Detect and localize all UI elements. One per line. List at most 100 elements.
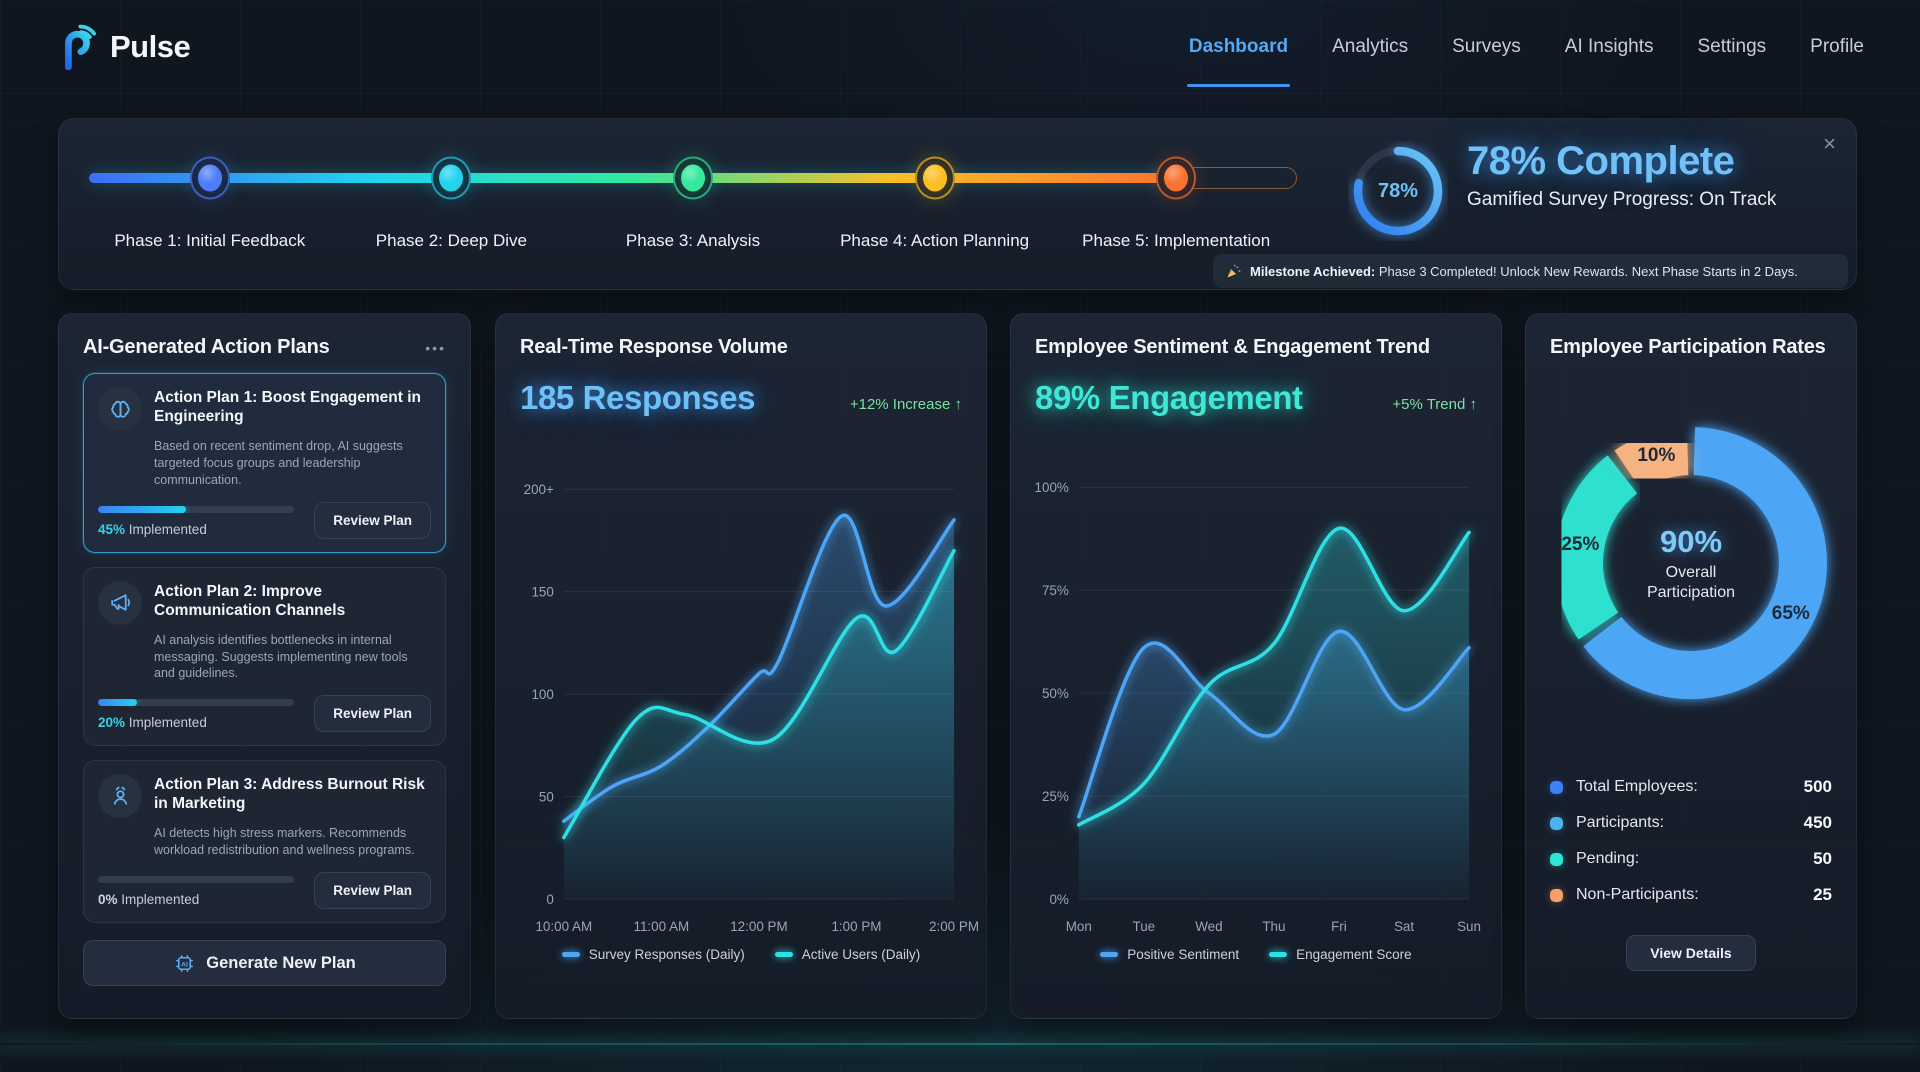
stat-row: Participants: 450 xyxy=(1550,805,1832,841)
card-title-action-plans: AI-Generated Action Plans xyxy=(83,336,330,358)
stat-value: 25 xyxy=(1813,885,1832,904)
nav-item-profile[interactable]: Profile xyxy=(1810,35,1864,57)
plan-description: AI analysis identifies bottlenecks in in… xyxy=(154,632,408,681)
progress-ring-value: 78% xyxy=(1377,179,1419,202)
phase-dot xyxy=(1156,156,1197,200)
legend-label: Positive Sentiment xyxy=(1127,946,1240,962)
progress-ring: 78% xyxy=(1348,141,1448,241)
phase-label: Phase 1: Initial Feedback xyxy=(114,231,306,250)
card-title-response-volume: Real-Time Response Volume xyxy=(520,336,788,358)
nav-item-settings[interactable]: Settings xyxy=(1697,35,1767,57)
svg-text:Thu: Thu xyxy=(1262,919,1285,934)
legend-item: Positive Sentiment xyxy=(1100,947,1239,962)
svg-text:100%: 100% xyxy=(1035,480,1069,495)
stat-value: 50 xyxy=(1813,849,1832,868)
more-options-icon[interactable]: ••• xyxy=(425,339,446,356)
responses-delta: +12% Increase ↑ xyxy=(849,396,962,413)
svg-text:0: 0 xyxy=(546,892,553,907)
progress-title: 78% Complete xyxy=(1467,139,1735,183)
stat-label: Non-Participants: xyxy=(1576,886,1699,903)
plan-progress-bar xyxy=(98,699,295,707)
engagement-delta: +5% Trend ↑ xyxy=(1392,396,1477,413)
top-nav-bar: Pulse Dashboard Analytics Surveys AI Insigh… xyxy=(0,0,1920,94)
plan-implemented-label: 20% Implemented xyxy=(98,715,207,731)
action-plan-item: Action Plan 3: Address Burnout Risk in M… xyxy=(83,760,446,923)
svg-text:Tue: Tue xyxy=(1132,919,1155,934)
participation-donut: 90% Overall Participation 65% 25% 10% xyxy=(1551,423,1831,703)
phase-dot xyxy=(914,156,955,200)
generate-new-plan-button[interactable]: AI Generate New Plan xyxy=(83,940,446,986)
phase-dot xyxy=(673,156,713,200)
phase-label: Phase 2: Deep Dive xyxy=(375,231,527,250)
stat-dot xyxy=(1550,852,1563,866)
plan-description: AI detects high stress markers. Recommen… xyxy=(154,826,415,858)
review-plan-button[interactable]: Review Plan xyxy=(314,872,431,909)
donut-slice xyxy=(1554,455,1638,640)
response-volume-plot: 0 50 100 150 200+ 10:00 AM 11:00 AM 12:00 PM 1:0… xyxy=(524,482,979,934)
action-plan-item: Action Plan 2: Improve Communication Cha… xyxy=(83,566,446,747)
svg-text:AI: AI xyxy=(181,961,188,968)
legend-swatch xyxy=(774,952,793,957)
sentiment-trend-chart: 0% 25% 50% 75% 100% Mon Tue Wed Thu Fri Sat Sun xyxy=(1035,469,1481,937)
responses-headline: 185 Responses xyxy=(520,379,756,416)
participation-donut-plot xyxy=(1554,427,1827,700)
milestone-notification: Milestone Achieved: Phase 3 Completed! U… xyxy=(1213,254,1848,288)
nav-item-ai-insights[interactable]: AI Insights xyxy=(1564,35,1654,57)
legend-item: Survey Responses (Daily) xyxy=(561,946,745,962)
legend-label: Survey Responses (Daily) xyxy=(588,946,745,962)
plan-title: Action Plan 2: Improve Communication Cha… xyxy=(154,582,346,619)
svg-text:Sun: Sun xyxy=(1457,919,1481,934)
engagement-headline: 89% Engagement xyxy=(1035,379,1303,416)
legend-item: Engagement Score xyxy=(1269,947,1412,962)
phase-label: Phase 4: Action Planning xyxy=(840,231,1030,250)
svg-text:25%: 25% xyxy=(1042,789,1069,804)
legend-swatch xyxy=(1100,952,1119,957)
legend-swatch xyxy=(561,952,580,957)
svg-text:50%: 50% xyxy=(1042,686,1069,701)
participation-card: Employee Participation Rates 90% Overall… xyxy=(1525,313,1857,1019)
nav-item-dashboard[interactable]: Dashboard xyxy=(1186,35,1291,87)
review-plan-button[interactable]: Review Plan xyxy=(314,695,431,733)
bottom-glow-line xyxy=(0,1043,1920,1045)
response-volume-legend: Survey Responses (Daily) Active Users (Da… xyxy=(520,947,962,962)
svg-text:11:00 AM: 11:00 AM xyxy=(634,919,690,934)
action-plan-item: Action Plan 1: Boost Engagement in Engin… xyxy=(83,373,446,553)
donut-slice xyxy=(1614,427,1690,491)
svg-text:Wed: Wed xyxy=(1195,919,1222,934)
svg-text:200+: 200+ xyxy=(524,482,554,497)
phase-dot xyxy=(431,156,472,200)
plan-description: Based on recent sentiment drop, AI sugge… xyxy=(154,439,403,487)
svg-text:Fri: Fri xyxy=(1331,919,1347,934)
participation-stats: Total Employees: 500 Participants: 450 Pendi… xyxy=(1550,769,1832,913)
svg-text:2:00 PM: 2:00 PM xyxy=(929,919,979,934)
person-icon xyxy=(98,774,142,819)
review-plan-button[interactable]: Review Plan xyxy=(314,501,431,539)
view-details-button[interactable]: View Details xyxy=(1626,935,1756,971)
svg-text:Sat: Sat xyxy=(1394,919,1414,934)
nav-item-analytics[interactable]: Analytics xyxy=(1332,35,1409,57)
svg-text:0%: 0% xyxy=(1049,892,1068,907)
milestone-title: Milestone Achieved: xyxy=(1250,263,1376,279)
survey-progress-banner: × Phase 1: Initial Feedback Phase 2: Deep… xyxy=(58,118,1857,290)
svg-text:75%: 75% xyxy=(1042,583,1069,598)
plan-implemented-label: 0% Implemented xyxy=(98,892,200,907)
plan-progress-bar xyxy=(98,505,295,513)
stat-row: Total Employees: 500 xyxy=(1550,769,1832,805)
sentiment-trend-legend: Positive Sentiment Engagement Score xyxy=(1035,947,1477,962)
megaphone-icon xyxy=(98,580,142,625)
svg-text:100: 100 xyxy=(531,687,553,702)
stat-row: Non-Participants: 25 xyxy=(1550,877,1832,913)
nav-item-surveys[interactable]: Surveys xyxy=(1452,35,1521,57)
stat-label: Participants: xyxy=(1576,814,1665,831)
phase-label: Phase 3: Analysis xyxy=(625,231,761,250)
svg-text:150: 150 xyxy=(531,585,553,600)
pulse-logo-icon xyxy=(65,24,97,70)
progress-summary: 78% Complete Gamified Survey Progress: O… xyxy=(1467,139,1776,211)
brand: Pulse xyxy=(56,24,191,70)
close-icon[interactable]: × xyxy=(1823,131,1836,156)
ai-action-plans-card: AI-Generated Action Plans ••• Action Pla… xyxy=(58,313,471,1019)
card-title-participation: Employee Participation Rates xyxy=(1550,336,1826,358)
action-plans-list: Action Plan 1: Boost Engagement in Engin… xyxy=(83,373,446,923)
phase-label: Phase 5: Implementation xyxy=(1082,231,1271,250)
stat-value: 450 xyxy=(1803,813,1832,832)
